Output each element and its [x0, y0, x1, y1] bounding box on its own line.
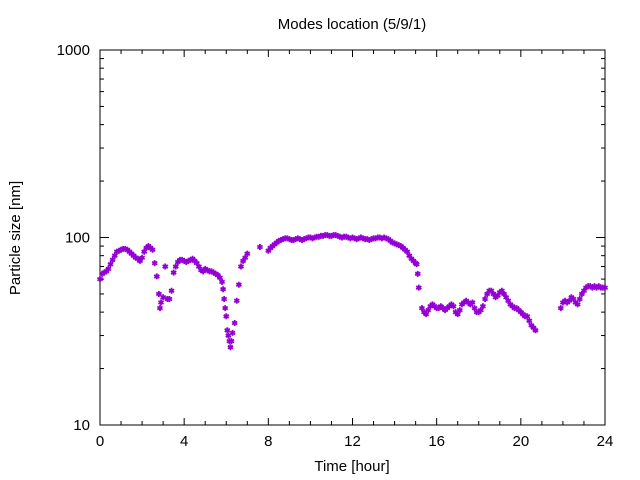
y-tick-label: 100: [65, 230, 90, 247]
data-point: [224, 327, 231, 334]
data-point: [223, 313, 230, 320]
data-point: [172, 263, 179, 270]
data-point: [228, 338, 235, 345]
chart-title: Modes location (5/9/1): [278, 16, 426, 33]
data-point: [221, 295, 228, 302]
x-tick-label: 16: [428, 433, 445, 450]
data-point: [244, 250, 251, 257]
data-point: [168, 287, 175, 294]
data-point: [479, 303, 487, 310]
data-point: [170, 269, 177, 276]
y-tick-label: 10: [73, 417, 90, 434]
data-point: [96, 276, 104, 283]
data-point: [153, 273, 160, 280]
data-point: [414, 270, 421, 277]
data-point: [155, 290, 162, 297]
x-tick-label: 24: [597, 433, 614, 450]
data-point: [242, 254, 249, 261]
data-point: [218, 278, 226, 285]
data-point: [105, 265, 112, 272]
data-point: [231, 319, 238, 326]
data-point: [413, 261, 420, 268]
x-tick-label: 20: [512, 433, 529, 450]
x-tick-label: 12: [344, 433, 361, 450]
data-point: [149, 246, 156, 253]
data-point: [454, 311, 461, 318]
data-point: [156, 305, 164, 312]
data-point: [233, 297, 240, 304]
x-tick-label: 8: [264, 433, 272, 450]
data-point: [162, 263, 169, 270]
data-point: [220, 286, 227, 293]
data-point: [415, 284, 422, 291]
data-point: [107, 261, 114, 268]
data-point: [237, 263, 245, 270]
data-point: [166, 295, 173, 302]
data-point: [229, 329, 236, 336]
data-point: [524, 313, 531, 320]
data-point: [227, 344, 234, 351]
x-tick-label: 4: [180, 433, 188, 450]
data-point: [469, 299, 476, 306]
data-point: [151, 260, 158, 267]
x-axis-label: Time [hour]: [314, 458, 389, 475]
data-point: [526, 317, 533, 324]
y-tick-label: 1000: [57, 42, 90, 59]
data-point: [235, 281, 242, 288]
data-points: [96, 232, 609, 351]
data-point: [216, 274, 223, 281]
data-point: [532, 327, 539, 334]
data-point: [576, 295, 583, 302]
data-point: [450, 303, 457, 310]
y-axis-label: Particle size [nm]: [7, 181, 24, 295]
data-point: [482, 295, 489, 302]
x-tick-labels: 0 4 8 12 16 20 24: [96, 433, 614, 450]
data-point: [139, 254, 146, 261]
data-point: [574, 301, 581, 308]
data-point: [222, 305, 229, 312]
data-point: [256, 243, 263, 250]
data-point: [601, 284, 609, 291]
data-point: [157, 299, 165, 306]
x-tick-label: 0: [96, 433, 104, 450]
data-point: [456, 307, 463, 314]
data-point: [557, 305, 564, 312]
y-tick-labels: 10 100 1000: [57, 42, 90, 434]
axis-ticks: [99, 49, 606, 426]
